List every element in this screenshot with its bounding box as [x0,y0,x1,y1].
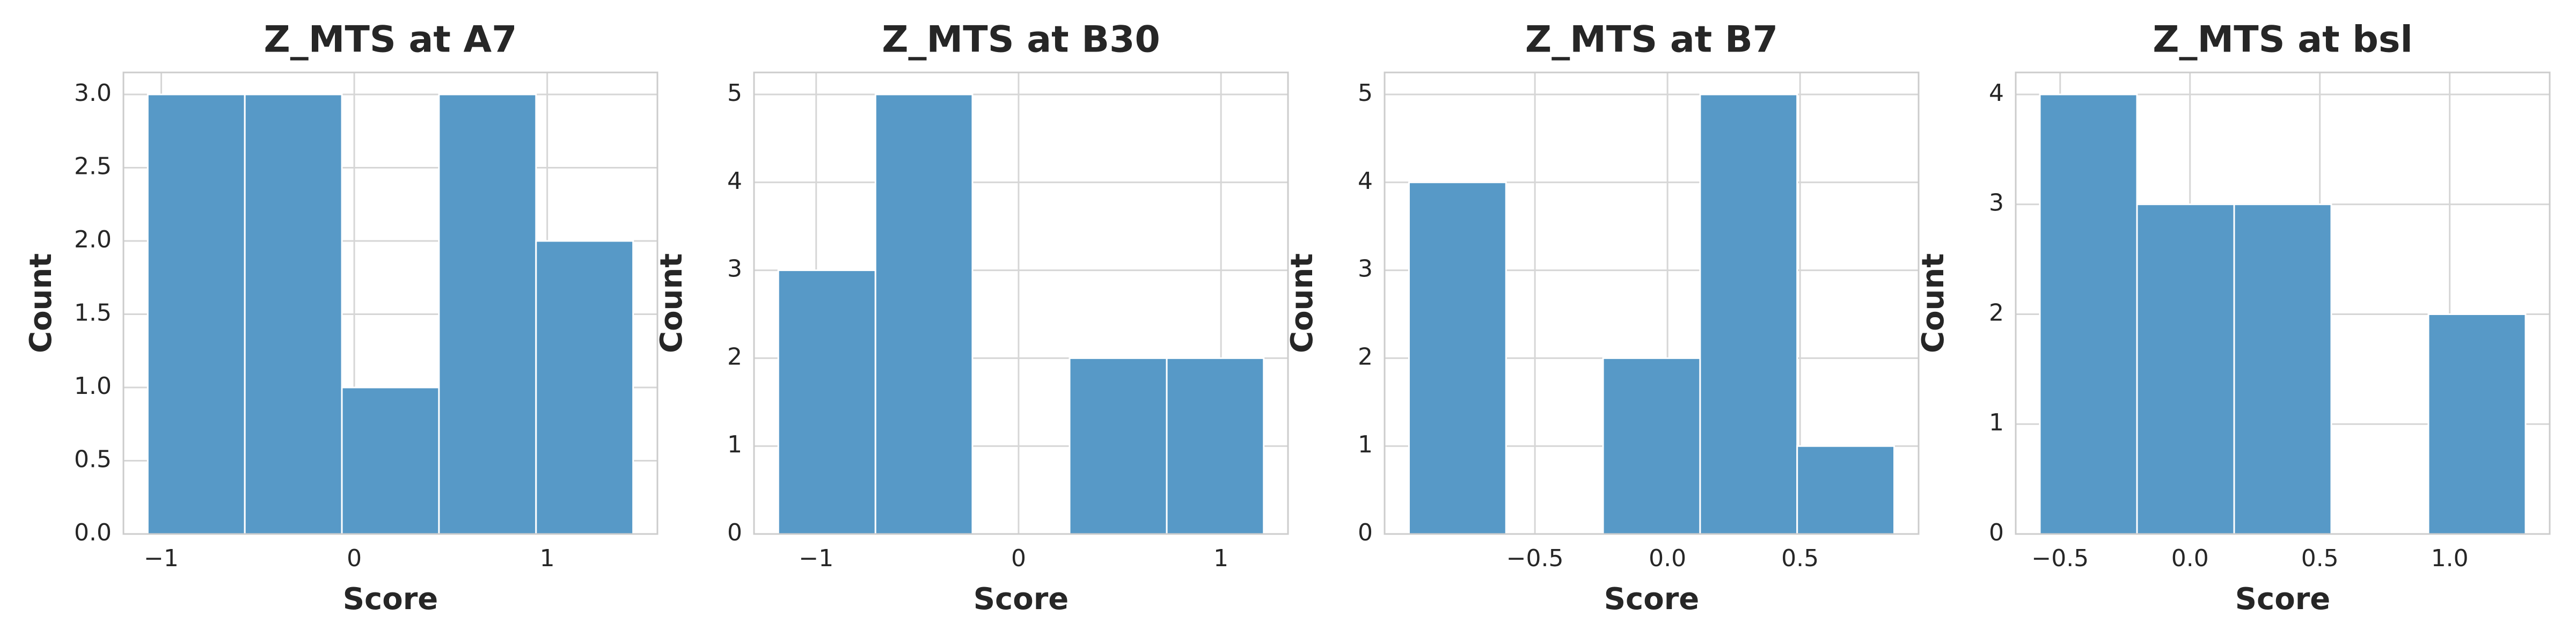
y-tick-label: 4 [1358,167,1373,195]
y-tick-label: 1 [1989,409,2004,436]
y-tick-label: 5 [727,79,742,107]
x-tick-label: 1.0 [2431,545,2469,572]
histogram-bar [1699,93,1798,535]
x-tick-label: 1 [540,545,555,572]
y-tick-label: 1.5 [74,299,112,326]
histogram-bar [438,93,537,535]
y-tick-label: 2 [1989,299,2004,326]
y-tick-label: 0 [1989,519,2004,546]
y-tick-label: 3.0 [74,79,112,107]
histogram-bar [1166,357,1265,535]
subplot: −1 0 1 0.0 0.5 1.0 1.5 2.0 2.5 3.0 Z_MTS at A7 Scor… [24,19,658,617]
histogram-bar [535,240,634,535]
x-tick-label: −0.5 [2031,545,2089,572]
axes-frame [1384,71,1920,535]
y-tick-label: 1.0 [74,372,112,400]
y-axis-label: Count [654,253,689,353]
x-tick-label: −1 [144,545,179,572]
histogram-bar [2233,203,2332,535]
y-tick-label: 2 [1358,343,1373,370]
y-tick-label: 0.0 [74,519,112,546]
x-tick-label: 0 [347,545,362,572]
histogram-bar [2427,313,2527,535]
y-tick-label: 3 [1989,189,2004,217]
y-tick-label: 4 [727,167,742,195]
axes-frame [122,71,658,535]
x-tick-label: 1 [1213,545,1228,572]
histogram-bar [874,93,974,535]
x-tick-label: 0 [1011,545,1026,572]
histogram-bar [777,269,876,535]
histogram-bar [1408,181,1507,535]
x-tick-label: −0.5 [1506,545,1564,572]
histogram-bar [341,386,440,535]
histogram-bar [244,93,343,535]
y-tick-label: 1 [1358,431,1373,458]
x-tick-label: 0.0 [1649,545,1686,572]
histogram-bar [1796,445,1896,535]
x-axis-label: Score [974,582,1069,617]
y-tick-label: 5 [1358,79,1373,107]
y-tick-label: 2 [727,343,742,370]
subplot: −1 0 1 0 1 2 3 4 5 Z_MTS at B30 Score Count [654,19,1289,617]
y-tick-label: 0 [727,519,742,546]
chart-title: Z_MTS at A7 [264,19,517,61]
y-tick-label: 3 [727,255,742,283]
chart-title: Z_MTS at B30 [882,19,1160,61]
y-tick-label: 2.5 [74,152,112,180]
x-tick-label: 0.5 [1781,545,1819,572]
y-tick-label: 3 [1358,255,1373,283]
y-tick-label: 0.5 [74,445,112,473]
x-tick-label: 0.5 [2301,545,2339,572]
axes-frame [2015,71,2551,535]
histogram-bar [2039,93,2138,535]
y-axis-label: Count [24,253,58,353]
x-axis-label: Score [1604,582,1700,617]
subplot: −0.5 0.0 0.5 1.0 0 1 2 3 4 Z_MTS at bsl Score Count [1916,19,2551,617]
histogram-bar [2136,203,2235,535]
histogram-bar [1602,357,1701,535]
subplot: −0.5 0.0 0.5 0 1 2 3 4 5 Z_MTS at B7 Score Count [1285,19,1920,617]
histogram-bar [1069,357,1168,535]
y-axis-label: Count [1916,253,1951,353]
y-tick-label: 4 [1989,79,2004,107]
x-tick-label: −1 [799,545,833,572]
y-axis-label: Count [1285,253,1320,353]
chart-title: Z_MTS at bsl [2153,19,2413,61]
y-tick-label: 0 [1358,519,1373,546]
x-tick-label: 0.0 [2171,545,2209,572]
y-tick-label: 2.0 [74,226,112,253]
chart-title: Z_MTS at B7 [1525,19,1778,61]
x-axis-label: Score [2235,582,2331,617]
histogram-bar [147,93,246,535]
y-tick-label: 1 [727,431,742,458]
x-axis-label: Score [343,582,438,617]
axes-frame [753,71,1289,535]
